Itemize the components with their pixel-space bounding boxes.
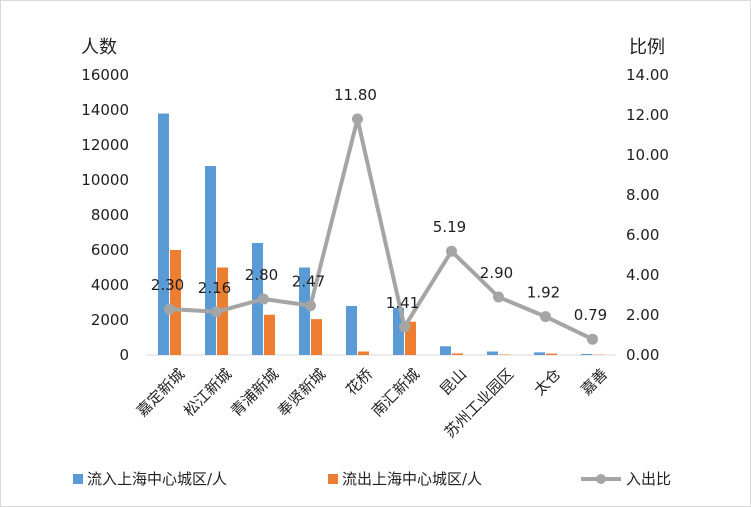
right-tick-label: 8.00	[626, 186, 659, 204]
left-axis-title: 人数	[81, 37, 117, 58]
left-tick-label: 16000	[81, 66, 129, 84]
category-label: 南汇新城	[368, 365, 423, 420]
bar-inflow-3	[299, 267, 310, 355]
ratio-point-0	[164, 303, 175, 315]
data-labels: 2.30 2.16 2.80 2.47 11.80 1.41 5.19 2.90 1.92 0.7…	[151, 86, 607, 324]
ratio-data-label: 2.80	[245, 266, 278, 284]
ratio-data-label: 2.30	[151, 276, 184, 294]
legend-marker	[596, 474, 606, 484]
category-label: 太仓	[530, 365, 564, 399]
left-tick-label: 2000	[91, 311, 129, 329]
ratio-data-label: 2.47	[292, 273, 325, 291]
ratio-point-6	[446, 245, 457, 257]
left-tick-label: 12000	[81, 136, 129, 154]
right-tick-label: 2.00	[626, 306, 659, 324]
category-label: 嘉定新城	[133, 365, 188, 420]
legend-label-1: 流出上海中心城区/人	[342, 470, 482, 488]
ratio-point-4	[352, 113, 363, 125]
ratio-data-label: 5.19	[433, 218, 466, 236]
right-tick-label: 10.00	[626, 146, 669, 164]
bar-outflow-0	[170, 250, 181, 355]
bar-outflow-5	[405, 321, 416, 355]
ratio-point-5	[399, 321, 410, 333]
right-tick-label: 6.00	[626, 226, 659, 244]
ratio-point-3	[305, 300, 316, 312]
bar-outflow-6	[452, 353, 463, 355]
ratio-data-label: 1.41	[386, 294, 419, 312]
bar-inflow-8	[534, 352, 545, 355]
legend-label-0: 流入上海中心城区/人	[87, 470, 227, 488]
bar-outflow-8	[546, 353, 557, 355]
ratio-data-label: 2.16	[198, 279, 231, 297]
right-tick-label: 4.00	[626, 266, 659, 284]
bar-inflow-7	[487, 351, 498, 355]
category-label: 嘉善	[577, 365, 611, 399]
category-label: 花桥	[342, 365, 376, 399]
legend: 流入上海中心城区/人 流出上海中心城区/人 入出比	[73, 470, 671, 488]
bar-outflow-7	[499, 354, 510, 355]
left-tick-label: 10000	[81, 171, 129, 189]
bar-inflow-1	[205, 166, 216, 355]
legend-swatch-0	[73, 474, 83, 484]
left-tick-label: 6000	[91, 241, 129, 259]
ratio-point-2	[258, 293, 269, 305]
ratio-data-label: 2.90	[480, 264, 513, 282]
right-tick-label: 12.00	[626, 106, 669, 124]
bar-outflow-2	[264, 314, 275, 355]
left-axis-ticks: 0 2000 4000 6000 8000 10000 12000 14000 16000	[81, 66, 129, 364]
left-tick-label: 14000	[81, 101, 129, 119]
bar-series	[158, 113, 604, 355]
category-label: 昆山	[436, 365, 470, 399]
category-label: 松江新城	[180, 365, 235, 420]
left-tick-label: 4000	[91, 276, 129, 294]
ratio-point-7	[493, 291, 504, 303]
bar-outflow-3	[311, 319, 322, 355]
legend-label-2: 入出比	[626, 470, 671, 488]
bar-inflow-0	[158, 113, 169, 355]
right-tick-label: 14.00	[626, 66, 669, 84]
right-axis-title: 比例	[629, 37, 665, 58]
bar-inflow-5	[393, 307, 404, 355]
bar-inflow-4	[346, 306, 357, 355]
bar-inflow-6	[440, 346, 451, 355]
category-label: 奉贤新城	[274, 365, 329, 420]
ratio-point-1	[211, 306, 222, 318]
ratio-line	[169, 117, 594, 342]
ratio-data-label: 1.92	[527, 284, 560, 302]
legend-swatch-1	[328, 474, 338, 484]
line-series	[164, 113, 598, 345]
bar-inflow-9	[581, 353, 592, 355]
category-label: 青浦新城	[227, 365, 282, 420]
right-axis-ticks: 0.00 2.00 4.00 6.00 8.00 10.00 12.00 14.00	[626, 66, 669, 364]
ratio-data-label: 11.80	[334, 86, 377, 104]
left-tick-label: 0	[119, 346, 129, 364]
right-tick-label: 0.00	[626, 346, 659, 364]
left-tick-label: 8000	[91, 206, 129, 224]
ratio-point-9	[587, 333, 598, 345]
bar-outflow-4	[358, 351, 369, 355]
ratio-point-8	[540, 311, 551, 323]
ratio-data-label: 0.79	[574, 306, 607, 324]
